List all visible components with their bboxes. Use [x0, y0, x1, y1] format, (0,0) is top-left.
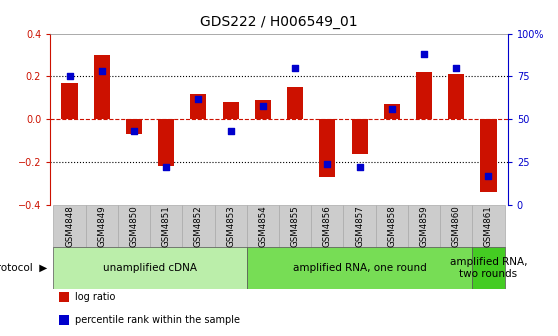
Bar [54, 205, 86, 247]
Point [129, 129, 138, 134]
Text: GSM4857: GSM4857 [355, 205, 364, 247]
Bar [86, 205, 118, 247]
Text: GSM4851: GSM4851 [162, 205, 171, 247]
Text: GSM4850: GSM4850 [129, 205, 138, 247]
Point [65, 74, 74, 79]
Bar [126, 119, 142, 134]
Point [194, 96, 203, 101]
Text: GSM4861: GSM4861 [484, 205, 493, 247]
Point [97, 69, 106, 74]
Text: GSM4854: GSM4854 [258, 205, 267, 247]
Point [291, 65, 300, 71]
Text: unamplified cDNA: unamplified cDNA [103, 263, 197, 273]
Text: GDS222 / H006549_01: GDS222 / H006549_01 [200, 15, 358, 29]
Bar [247, 205, 279, 247]
Bar [480, 119, 497, 192]
Bar [343, 205, 376, 247]
Bar [279, 205, 311, 247]
Bar [247, 247, 472, 289]
Point [226, 129, 235, 134]
Point [387, 106, 396, 112]
Text: GSM4855: GSM4855 [291, 205, 300, 247]
Bar [223, 102, 239, 119]
Text: percentile rank within the sample: percentile rank within the sample [75, 315, 240, 325]
Bar [118, 205, 150, 247]
Point [258, 103, 267, 108]
Bar [472, 247, 504, 289]
Bar [158, 119, 174, 166]
Text: log ratio: log ratio [75, 292, 116, 302]
Bar [150, 205, 182, 247]
Bar [416, 72, 432, 119]
Text: GSM4860: GSM4860 [452, 205, 461, 247]
Text: GSM4848: GSM4848 [65, 205, 74, 247]
Text: amplified RNA, one round: amplified RNA, one round [293, 263, 426, 273]
Text: GSM4858: GSM4858 [387, 205, 396, 247]
Bar [287, 87, 303, 119]
Bar [448, 74, 464, 119]
Text: GSM4849: GSM4849 [97, 205, 106, 247]
Point [355, 165, 364, 170]
Point [420, 51, 429, 57]
Bar [54, 247, 247, 289]
Bar [311, 205, 343, 247]
Text: GSM4856: GSM4856 [323, 205, 332, 247]
Bar [440, 205, 472, 247]
Bar [384, 104, 400, 119]
Text: GSM4852: GSM4852 [194, 205, 203, 247]
Bar [319, 119, 335, 177]
Text: GSM4859: GSM4859 [420, 205, 429, 247]
Text: GSM4853: GSM4853 [226, 205, 235, 247]
Bar [182, 205, 215, 247]
Bar [61, 83, 78, 119]
Bar [408, 205, 440, 247]
Bar [255, 100, 271, 119]
Point [484, 173, 493, 178]
Bar [376, 205, 408, 247]
Text: protocol  ▶: protocol ▶ [0, 263, 47, 273]
Bar [215, 205, 247, 247]
Bar [94, 55, 110, 119]
Bar [59, 292, 69, 302]
Text: amplified RNA,
two rounds: amplified RNA, two rounds [450, 257, 527, 279]
Bar [190, 93, 206, 119]
Bar [352, 119, 368, 154]
Point [323, 161, 332, 167]
Point [162, 165, 171, 170]
Bar [472, 205, 504, 247]
Point [452, 65, 461, 71]
Bar [59, 315, 69, 325]
